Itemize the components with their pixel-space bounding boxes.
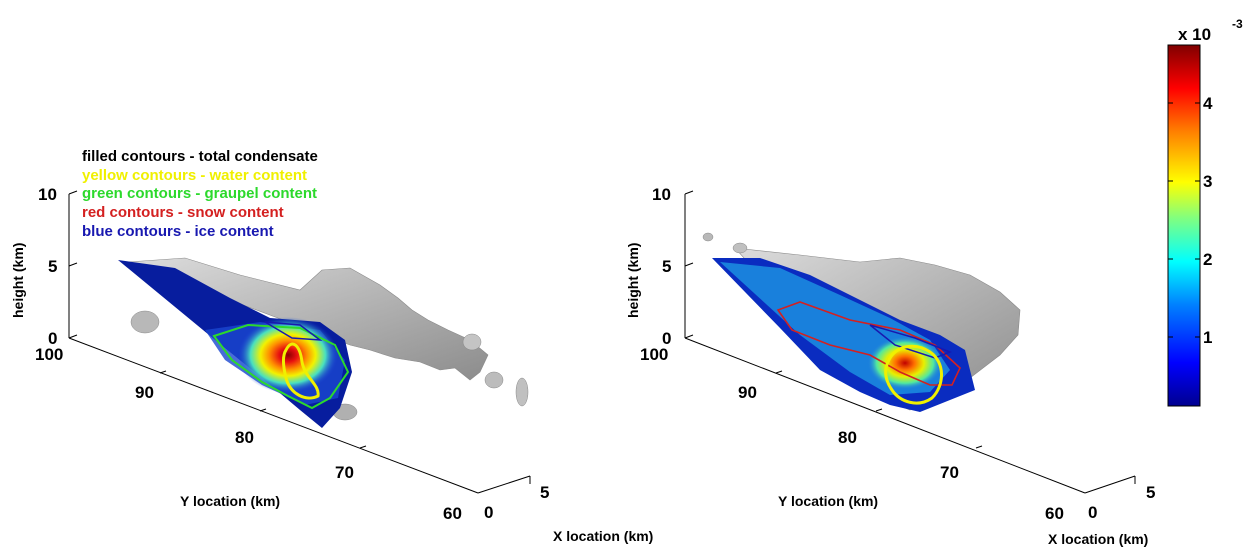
z-tick: 5	[662, 257, 671, 276]
legend-entry: green contours - graupel content	[82, 185, 317, 202]
x-tick: 5	[540, 483, 549, 502]
y-tick: 80	[235, 428, 254, 447]
water-contour-right	[884, 344, 943, 405]
y-tick: 100	[35, 345, 63, 364]
z-tick: 10	[38, 185, 57, 204]
legend-entry: red contours - snow content	[82, 204, 284, 221]
y-tick: 90	[738, 383, 757, 402]
colorbar-tick: 2	[1203, 250, 1212, 269]
axes-left	[68, 190, 531, 494]
legend-entry: filled contours - total condensate	[82, 148, 318, 165]
y-tick: 90	[135, 383, 154, 402]
colorbar: 1 2 3 4 x 10 -3	[1167, 17, 1243, 407]
y-axis-label: Y location (km)	[180, 493, 280, 509]
colorbar-tick: 1	[1203, 328, 1212, 347]
y-tick: 60	[1045, 504, 1064, 523]
isosurface-left	[127, 257, 489, 381]
z-axis-label: height (km)	[10, 243, 26, 318]
z-tick: 0	[662, 329, 671, 348]
z-tick: 10	[652, 185, 671, 204]
y-tick: 100	[640, 345, 668, 364]
colorbar-gradient	[1167, 44, 1201, 407]
snow-contour-right	[776, 301, 961, 386]
x-tick: 5	[1146, 483, 1155, 502]
left-panel: 10 5 0 100 90 80 70 60 0 5 height (km) Y…	[10, 148, 653, 544]
colorbar-multiplier: x 10	[1178, 25, 1211, 44]
z-tick: 0	[48, 329, 57, 348]
isosurface-blob	[462, 333, 482, 351]
z-tick: 5	[48, 257, 57, 276]
isosurface-blob	[515, 377, 529, 407]
x-tick: 0	[484, 503, 493, 522]
isosurface-blob	[732, 242, 748, 254]
isosurface-blob	[130, 310, 160, 334]
z-axis-label: height (km)	[625, 243, 641, 318]
ice-contour-right	[869, 324, 953, 359]
legend-entry: blue contours - ice content	[82, 223, 274, 240]
isosurface-blob	[484, 371, 504, 389]
y-tick: 80	[838, 428, 857, 447]
y-tick: 70	[335, 463, 354, 482]
legend: filled contours - total condensate yello…	[82, 148, 318, 240]
legend-entry: yellow contours - water content	[82, 167, 307, 184]
axes-right	[684, 190, 1136, 494]
y-tick: 70	[940, 463, 959, 482]
colorbar-exponent: -3	[1232, 17, 1243, 31]
water-contour-left	[281, 342, 320, 400]
x-axis-label: X location (km)	[1048, 531, 1148, 547]
colorbar-tick: 3	[1203, 172, 1212, 191]
graupel-contour-left	[212, 323, 350, 410]
colorbar-tick: 4	[1203, 94, 1213, 113]
ice-contour-left	[264, 321, 323, 341]
right-panel: 10 5 0 100 90 80 70 60 0 5 height (km) Y…	[625, 185, 1155, 547]
x-tick: 0	[1088, 503, 1097, 522]
y-axis-label: Y location (km)	[778, 493, 878, 509]
y-tick: 60	[443, 504, 462, 523]
x-axis-label: X location (km)	[553, 528, 653, 544]
condensate-core-left	[238, 317, 338, 393]
isosurface-blob	[702, 232, 714, 242]
